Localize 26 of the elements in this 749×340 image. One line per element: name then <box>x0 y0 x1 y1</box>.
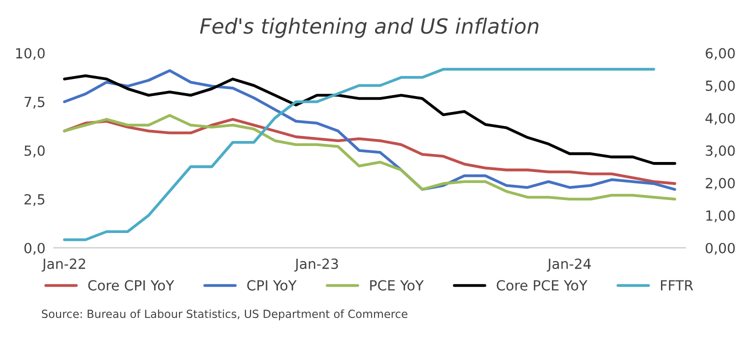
legend-label: Core CPI YoY <box>88 280 174 291</box>
x-tick-label: Jan-22 <box>42 258 86 272</box>
y-tick-label: 7,5 <box>24 96 44 109</box>
y2-tick-label: 1,00 <box>706 210 735 222</box>
legend-label: PCE YoY <box>370 280 424 291</box>
line-series <box>63 74 676 165</box>
x-tick-label: Jan-24 <box>546 258 591 272</box>
y2-tick-label: 2,00 <box>706 178 735 190</box>
source-note: Source: Bureau of Labour Statistics, US Department of Commerce <box>42 309 408 320</box>
y2-tick-label: 4,00 <box>705 112 735 125</box>
legend-label: CPI YoY <box>247 280 297 291</box>
legend-label: FFTR <box>660 280 694 290</box>
y2-tick-label: 3,00 <box>706 145 735 158</box>
y2-tick-label: 0,00 <box>706 242 735 255</box>
y2-tick-label: 5,00 <box>706 80 735 92</box>
y-tick-label: 10,0 <box>16 48 45 60</box>
y-tick-label: 5,0 <box>24 145 45 158</box>
chart-title: Fed's tightening and US inflation <box>200 18 538 38</box>
line-series <box>63 114 676 201</box>
x-tick-label: Jan-23 <box>294 258 338 272</box>
line-series <box>63 118 676 185</box>
y-tick-label: 2,5 <box>24 194 44 206</box>
legend-label: Core PCE YoY <box>496 280 588 291</box>
y2-tick-label: 6,00 <box>706 48 735 60</box>
line-series <box>63 68 656 242</box>
y-tick-label: 0,0 <box>24 242 45 255</box>
